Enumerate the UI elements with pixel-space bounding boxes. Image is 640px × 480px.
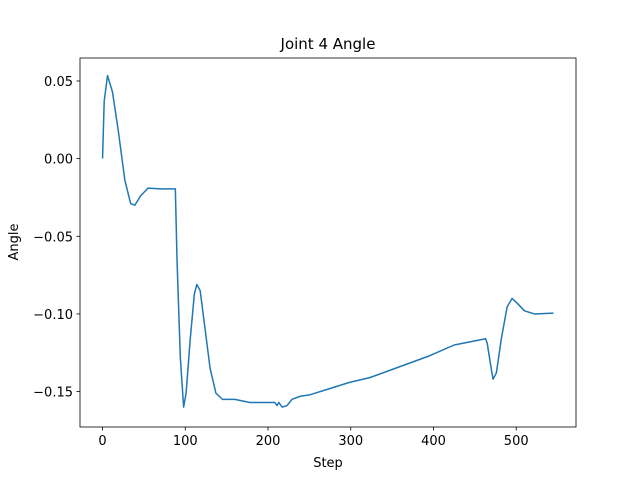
x-tick-label: 300 (338, 434, 363, 449)
x-axis-label: Step (313, 456, 343, 471)
y-tick-label: 0.00 (44, 153, 73, 168)
chart-title: Joint 4 Angle (280, 35, 376, 53)
y-tick-label: 0.05 (44, 75, 73, 90)
y-tick-label: −0.15 (33, 386, 73, 401)
y-axis-label: Angle (7, 224, 22, 261)
x-tick-label: 200 (256, 434, 281, 449)
y-tick-label: −0.10 (33, 308, 73, 323)
line (101, 74, 554, 408)
y-tick-label: −0.05 (33, 230, 73, 245)
x-tick-label: 100 (173, 434, 198, 449)
plot-frame (79, 57, 577, 428)
x-tick-label: 500 (504, 434, 529, 449)
x-tick-label: 0 (98, 434, 106, 449)
x-tick-label: 400 (421, 434, 446, 449)
